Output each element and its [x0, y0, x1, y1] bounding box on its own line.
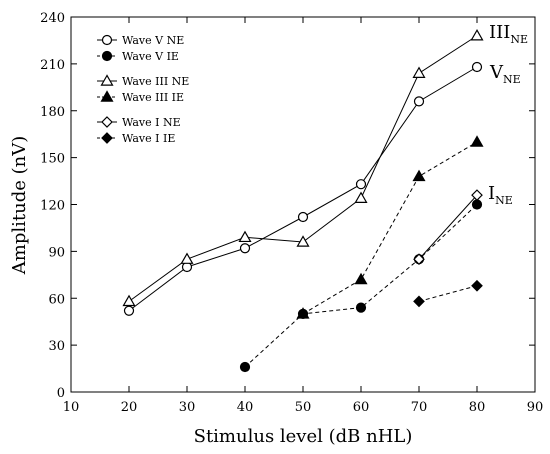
legend-entry: Wave V IE [97, 50, 179, 63]
plot-frame [70, 16, 536, 393]
data-point [413, 96, 425, 107]
data-point [354, 272, 368, 285]
data-point [471, 199, 483, 210]
legend-marker [101, 116, 113, 128]
y-tick-label: 210 [40, 58, 65, 73]
x-tick-label: 80 [469, 400, 486, 415]
y-tick-label: 240 [40, 11, 65, 26]
series-line [244, 204, 478, 368]
legend-label: Wave III IE [122, 91, 184, 104]
y-axis-title: Amplitude (nV) [9, 136, 30, 275]
data-point [296, 235, 310, 247]
data-point [355, 302, 367, 313]
legend-entry: Wave I NE [97, 116, 181, 129]
legend-marker [101, 132, 113, 144]
x-tick-label: 30 [179, 400, 196, 415]
legend-entry: Wave I IE [97, 132, 175, 145]
series-annotation: IIINE [489, 22, 528, 46]
series-annotation: VNE [489, 62, 521, 86]
legend-marker [101, 50, 113, 62]
x-tick-label: 90 [527, 400, 544, 415]
data-point [122, 294, 136, 307]
y-tick-label: 0 [57, 386, 65, 401]
series-wave-iii-ie [296, 135, 484, 319]
series-wave-v-ne [123, 61, 483, 316]
y-tick-label: 120 [40, 199, 65, 214]
legend-marker [100, 90, 114, 102]
y-tick-label: 150 [40, 152, 65, 167]
legend-entry: Wave III NE [97, 74, 189, 88]
data-point [471, 279, 483, 292]
data-point [413, 295, 425, 308]
legend-entry: Wave V NE [97, 34, 184, 47]
y-tick-label: 90 [48, 245, 65, 260]
y-tick-label: 180 [40, 105, 65, 120]
data-point [238, 230, 252, 243]
data-point [296, 307, 310, 319]
x-tick-label: 70 [411, 400, 428, 415]
data-point [413, 253, 425, 266]
legend: Wave V NE Wave V IE Wave III NE Wave III IE… [97, 34, 189, 145]
legend-marker [101, 34, 113, 46]
data-point [471, 61, 483, 73]
data-point [297, 211, 309, 223]
legend-label: Wave I IE [122, 132, 175, 145]
series-wave-i-ie [413, 279, 483, 308]
series-wave-iii-ne [122, 29, 484, 307]
legend-label: Wave V NE [122, 34, 184, 47]
data-point [355, 179, 367, 190]
series-wave-i-ne [413, 189, 483, 266]
data-point [180, 252, 194, 264]
data-point [470, 29, 484, 41]
series-line [418, 194, 478, 260]
data-point [412, 66, 426, 78]
data-point [239, 243, 251, 254]
x-tick-label: 50 [295, 400, 312, 415]
x-tick-label: 60 [353, 400, 370, 415]
data-point [412, 169, 426, 182]
axis-ticks: 10 20 30 40 50 60 70 80 90 0 30 60 90 120 150 180 210 240 [40, 11, 543, 415]
legend-label: Wave I NE [122, 116, 181, 129]
annotations: IIINE VNE INE [488, 22, 528, 207]
data-point [239, 361, 251, 373]
data-point [471, 189, 483, 201]
y-tick-label: 60 [48, 292, 65, 307]
legend-marker [100, 74, 114, 86]
legend-label: Wave III NE [122, 75, 189, 88]
y-tick-label: 30 [48, 339, 65, 354]
series-wave-v-ie [239, 199, 483, 373]
series-layer [122, 29, 484, 373]
series-line [418, 285, 478, 302]
legend-label: Wave V IE [122, 50, 179, 63]
legend-entry: Wave III IE [97, 90, 184, 104]
x-tick-label: 10 [63, 400, 80, 415]
x-axis-title: Stimulus level (dB nHL) [194, 426, 413, 447]
series-line [302, 141, 478, 315]
x-tick-label: 40 [237, 400, 254, 415]
data-point [123, 305, 135, 316]
data-point [354, 191, 368, 203]
series-annotation: INE [488, 183, 513, 207]
x-tick-label: 20 [121, 400, 138, 415]
data-point [470, 135, 484, 147]
